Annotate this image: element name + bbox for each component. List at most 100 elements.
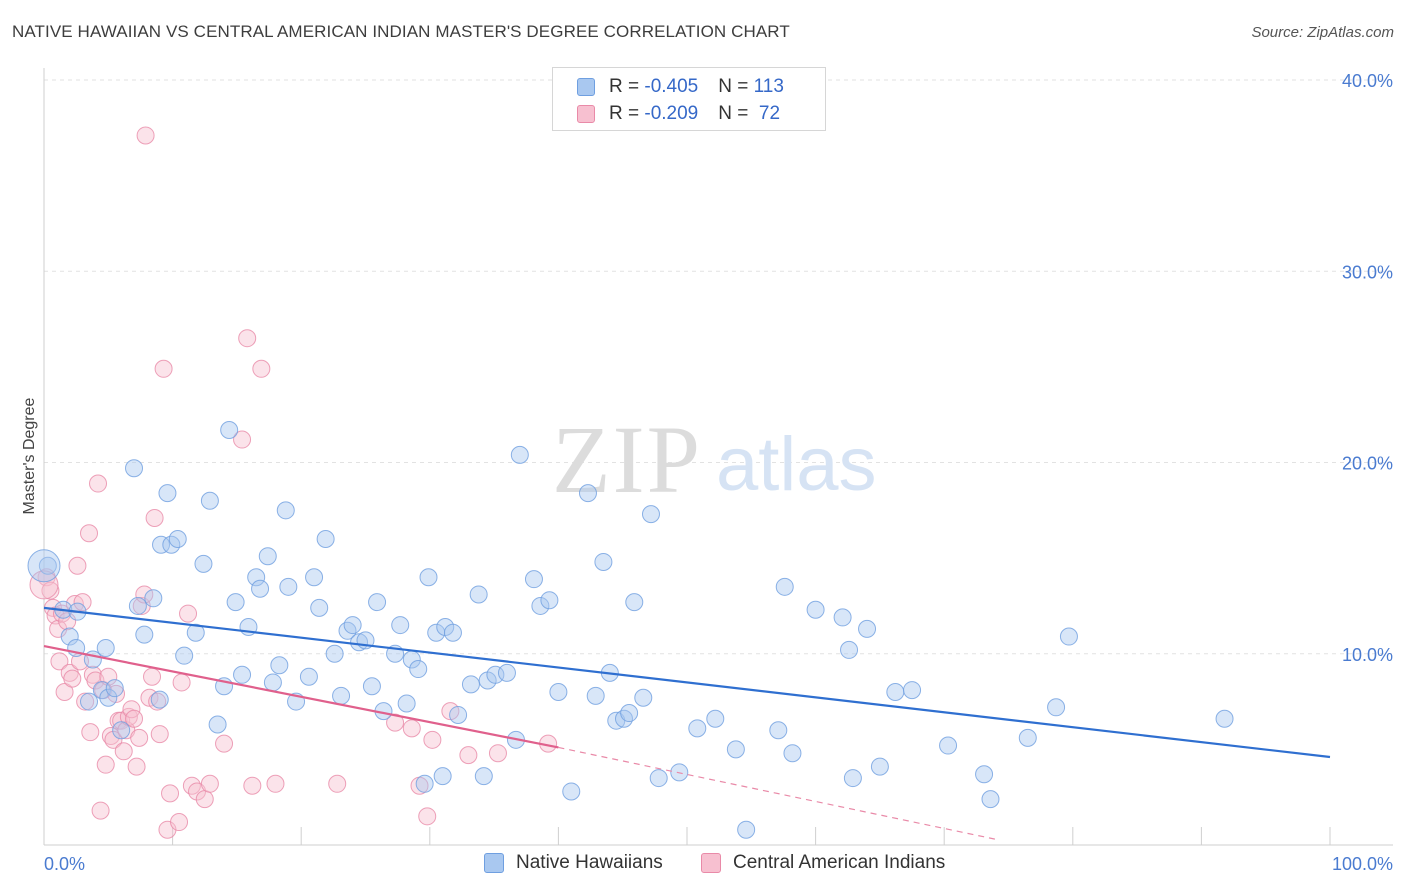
watermark-atlas: atlas (716, 422, 877, 507)
native-hawaiians-point (783, 744, 802, 763)
native-hawaiians-point (858, 619, 877, 638)
bottom-legend-native-hawaiians[interactable]: Native Hawaiians (484, 852, 663, 874)
native-hawaiians-point (276, 501, 295, 520)
native-hawaiians-point (939, 736, 958, 755)
native-hawaiians-point (310, 598, 329, 617)
native-hawaiians-point (769, 721, 788, 740)
y-tick-label: 20.0% (1342, 454, 1393, 474)
native-hawaiians-point (641, 505, 660, 524)
native-hawaiians-point (1059, 627, 1078, 646)
central-american-indians-point (402, 719, 421, 738)
bottom-legend-label: Native Hawaiians (516, 852, 663, 873)
native-hawaiians-point (258, 547, 277, 566)
native-hawaiians-point (233, 665, 252, 684)
trend-lines (43, 606, 1331, 840)
native-hawaiians-point (975, 765, 994, 784)
native-hawaiians-point (60, 627, 79, 646)
central-american-indians-point (89, 474, 108, 493)
native-hawaiians-point (497, 663, 516, 682)
bottom-legend-label: Central American Indians (733, 852, 946, 873)
native-hawaiians-point (125, 459, 144, 478)
y-tick-label: 10.0% (1342, 645, 1393, 665)
central-american-indians-point (114, 742, 133, 761)
native-hawaiians-point (208, 715, 227, 734)
native-hawaiians-point (99, 688, 118, 707)
native-hawaiians-point (486, 665, 505, 684)
source-label: Source: ZipAtlas.com (1251, 24, 1394, 41)
bottom-legend-central-american-indians[interactable]: Central American Indians (701, 852, 945, 874)
native-hawaiians-point (524, 570, 543, 589)
central-american-indians-point (80, 524, 99, 543)
central-american-indians-point (423, 730, 442, 749)
x-tick-label: 0.0% (44, 854, 85, 874)
native-hawaiians-point (903, 681, 922, 700)
central-american-indians-point (161, 784, 180, 803)
legend-r-value: -0.209 (644, 103, 699, 124)
native-hawaiians-point (343, 616, 362, 635)
native-hawaiians-point (415, 774, 434, 793)
native-hawaiians-point (540, 591, 559, 610)
central-american-indians-point (91, 801, 110, 820)
native-hawaiians-point (840, 640, 859, 659)
native-hawaiians-point (175, 646, 194, 665)
native-hawaiians-point (1018, 728, 1037, 747)
central-american-indians-point (73, 593, 92, 612)
native-hawaiians-point (168, 530, 187, 548)
central-american-indians-point (68, 556, 87, 575)
y-tick-label: 30.0% (1342, 262, 1393, 282)
native-hawaiians-point (226, 593, 245, 612)
central-american-indians-point (29, 570, 59, 600)
native-hawaiians-point (474, 767, 493, 786)
native-hawaiians-point (469, 585, 488, 604)
native-hawaiians-point (186, 623, 205, 642)
central-american-indians-point (195, 790, 214, 809)
native-hawaiians-point (135, 625, 154, 644)
native-hawaiians-point (251, 579, 270, 598)
native-hawaiians-point (409, 660, 428, 679)
native-hawaiians-point (397, 694, 416, 713)
central-american-indians-point (55, 683, 74, 701)
native-hawaiians-point (105, 679, 124, 698)
native-hawaiians-point (625, 593, 644, 612)
legend-n-value: 72 (753, 103, 781, 124)
legend-r-value: -0.405 (644, 76, 699, 97)
legend-n-value: 113 (753, 76, 784, 97)
legend-row-native-hawaiians: R = -0.405 N = 113 (577, 76, 784, 98)
central-american-indians-point (154, 359, 173, 378)
x-tick-label: 100.0% (1332, 854, 1393, 874)
central-american-indians-point (488, 744, 507, 763)
native-hawaiians-point (391, 616, 410, 635)
gridlines (44, 79, 1393, 655)
native-hawaiians-point (38, 556, 57, 575)
native-hawaiians-point (833, 608, 852, 627)
native-hawaiians-point (419, 568, 438, 587)
legend-r-label: R = (609, 103, 645, 124)
central-american-indians-point (76, 692, 95, 711)
legend-n-label: N = (718, 103, 754, 124)
central-american-indians-point (41, 581, 60, 600)
native-hawaiians-point (158, 484, 177, 503)
native-hawaiians-point (247, 568, 266, 587)
native-hawaiians-point (80, 692, 99, 711)
native-hawaiians-point (270, 656, 289, 675)
central-american-indians-point (200, 774, 219, 793)
central-american-indians-point (328, 774, 347, 793)
central-american-indians-point (233, 430, 252, 449)
native-hawaiians-point (362, 677, 381, 696)
native-hawaiians-point (737, 820, 756, 839)
native-hawaiians-point (775, 577, 794, 596)
native-hawaiians-point (368, 593, 387, 612)
central-american-indians-point (125, 709, 144, 728)
axes (43, 68, 1393, 846)
native-hawaiians-point (634, 688, 653, 707)
watermark: ZIP atlas (552, 406, 877, 513)
native-hawaiians-point (338, 621, 357, 640)
central-american-indians-point (50, 652, 69, 671)
bottom-legend-swatch-pink (701, 853, 721, 873)
central-american-indians-point (130, 728, 149, 747)
native-hawaiians-point (886, 683, 905, 701)
native-hawaiians-point (27, 549, 61, 583)
central-american-indians-trend-line (43, 645, 559, 749)
native-hawaiians-point (194, 554, 213, 573)
